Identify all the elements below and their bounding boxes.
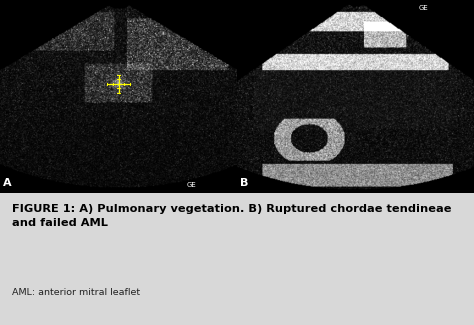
Text: B: B — [240, 178, 249, 188]
Text: FIGURE 1: A) Pulmonary vegetation. B) Ruptured chordae tendineae
and failed AML: FIGURE 1: A) Pulmonary vegetation. B) Ru… — [12, 204, 451, 228]
Text: GE: GE — [419, 5, 428, 11]
Text: A: A — [3, 178, 12, 188]
Text: GE: GE — [186, 182, 196, 188]
Text: AML: anterior mitral leaflet: AML: anterior mitral leaflet — [12, 288, 140, 297]
